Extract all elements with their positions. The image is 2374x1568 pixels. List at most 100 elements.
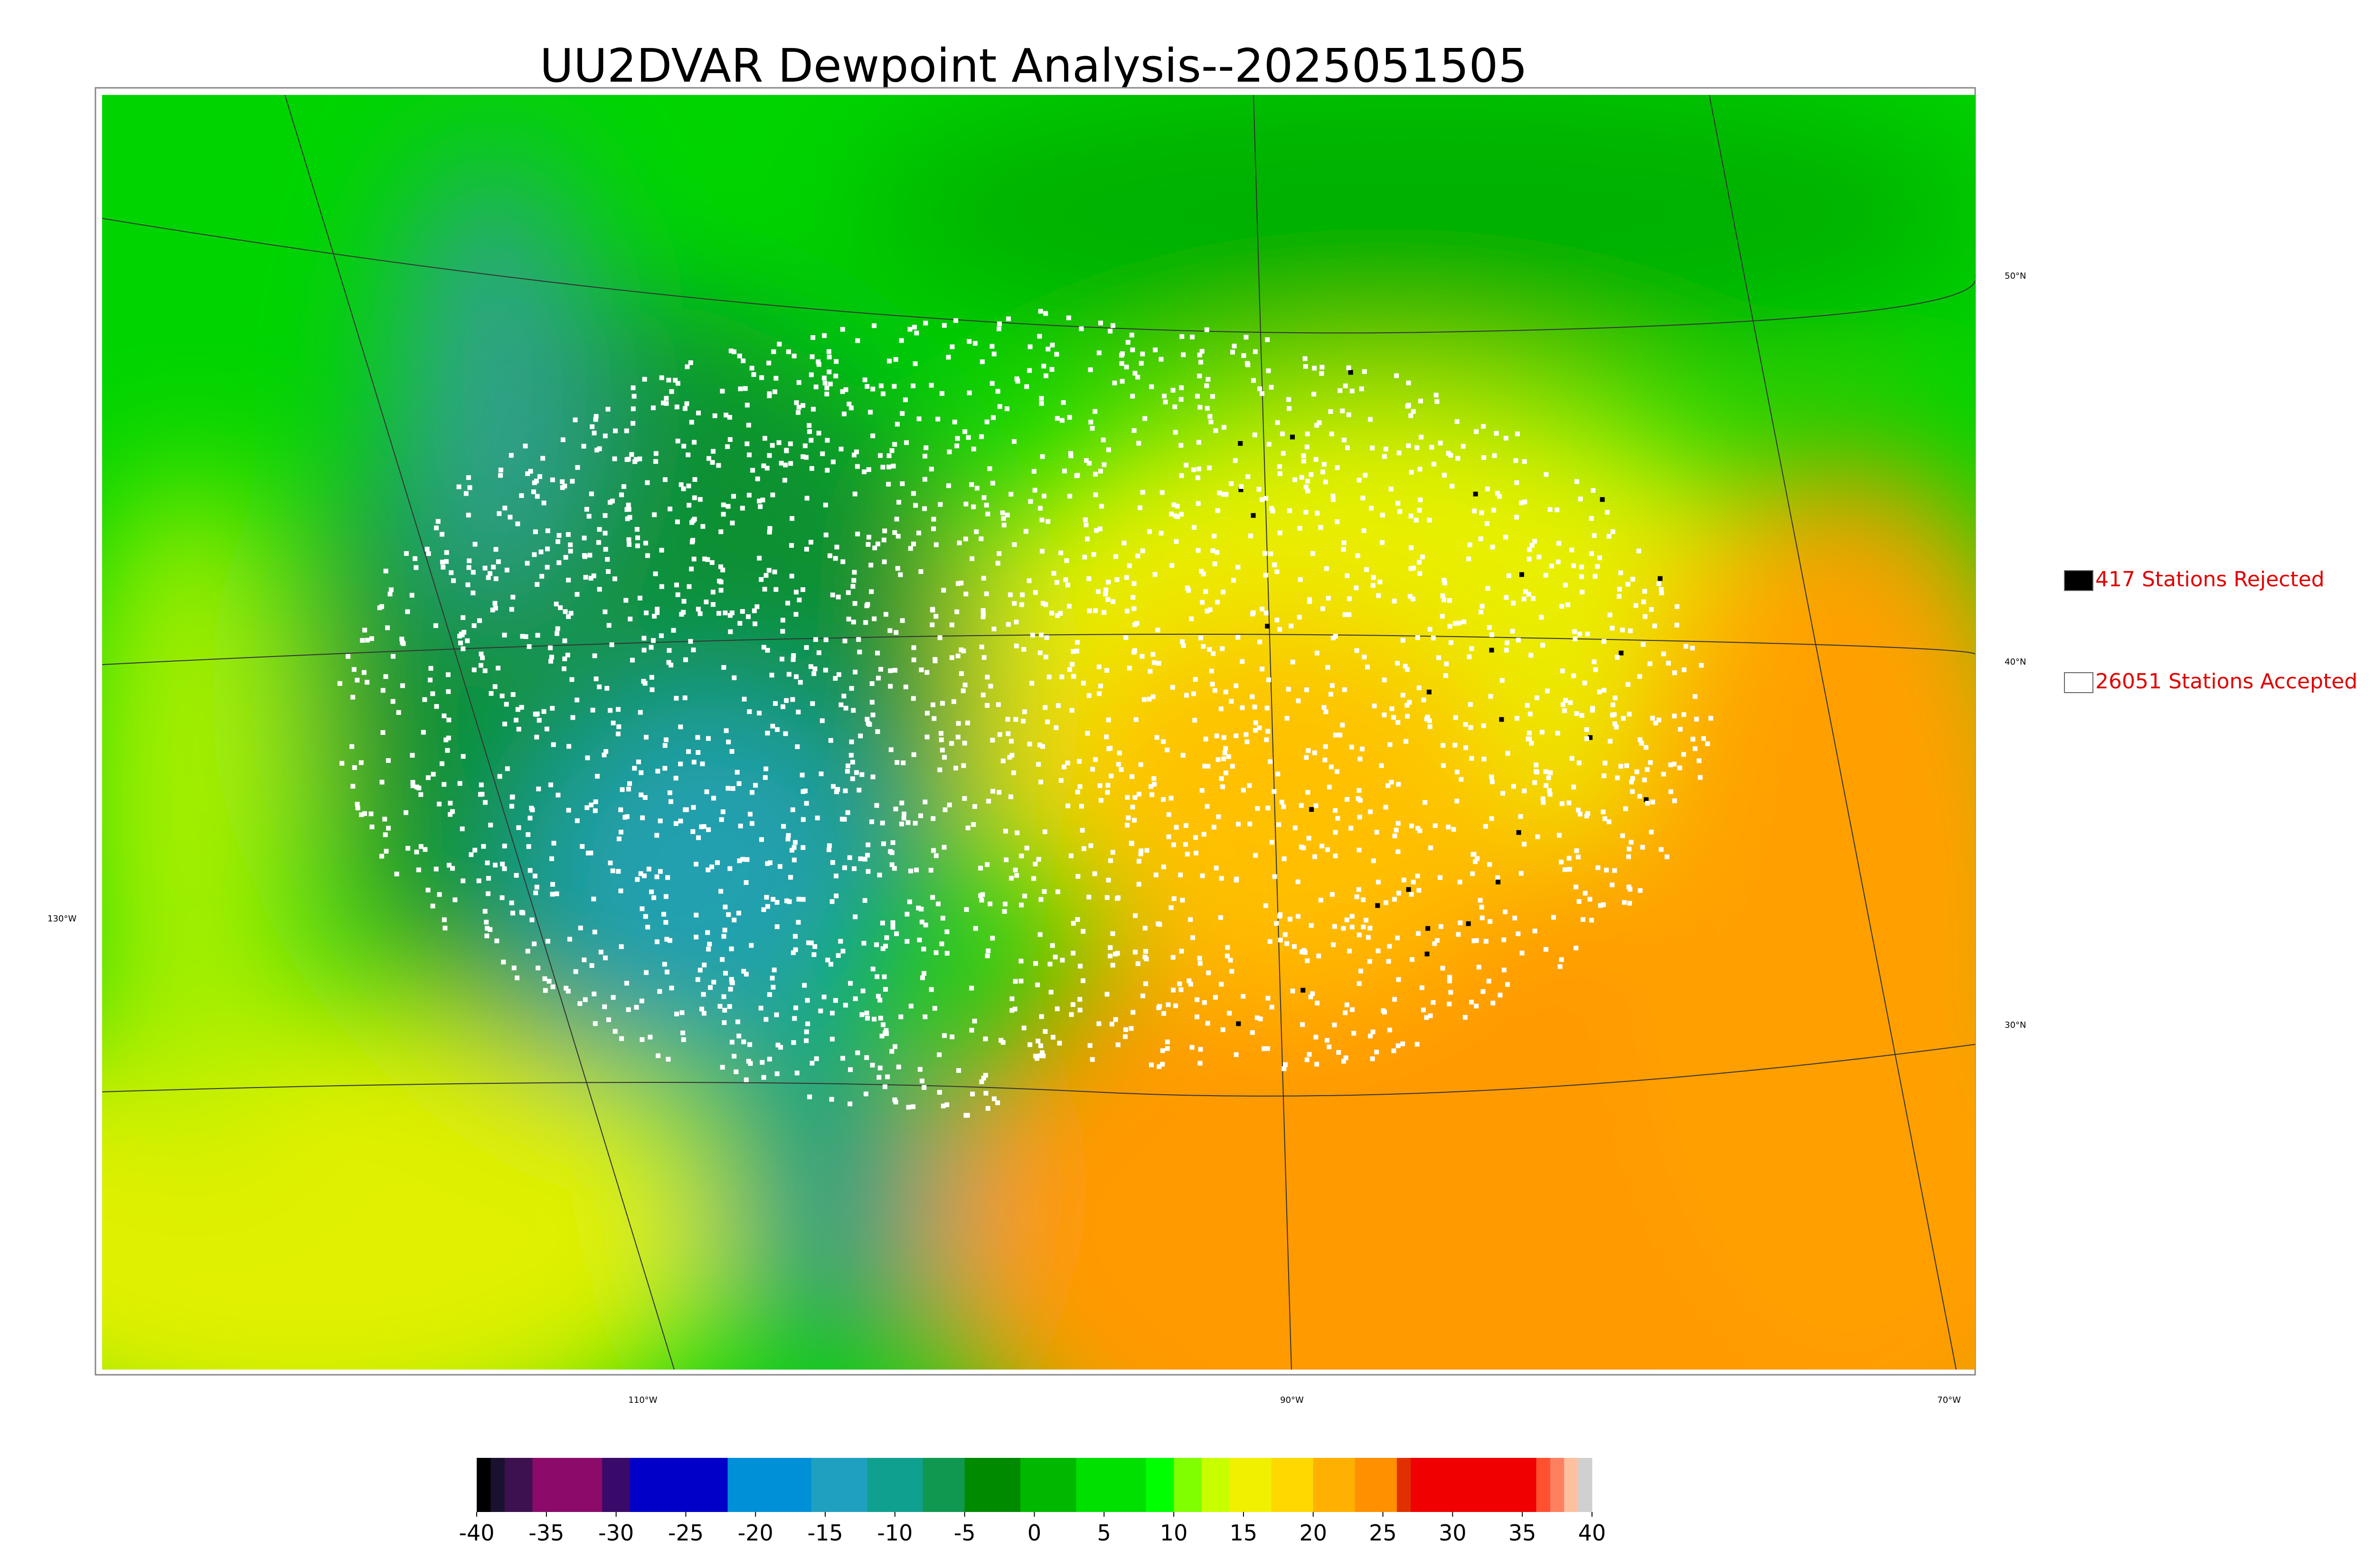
station (833, 374, 838, 379)
station (471, 667, 477, 673)
station (913, 821, 918, 826)
station (1013, 717, 1018, 722)
station (757, 555, 762, 561)
station (1191, 525, 1196, 530)
station (498, 473, 503, 478)
station (1181, 352, 1186, 357)
station (1380, 513, 1385, 518)
station (1281, 804, 1286, 809)
station (1454, 798, 1460, 804)
station (1340, 723, 1345, 728)
station (462, 629, 467, 635)
station (1692, 694, 1697, 699)
station (834, 893, 839, 899)
station (1223, 770, 1228, 776)
station (433, 623, 438, 628)
station (679, 1010, 685, 1015)
station (1197, 352, 1202, 357)
station (1470, 852, 1476, 857)
station (1103, 587, 1109, 592)
station (747, 709, 752, 714)
station (1065, 803, 1071, 808)
station (770, 492, 775, 498)
station (531, 489, 537, 494)
station (1008, 592, 1013, 597)
station (916, 530, 922, 535)
station (1262, 1046, 1267, 1052)
station (812, 666, 818, 671)
station (864, 603, 869, 609)
station (1256, 487, 1262, 492)
station (1475, 856, 1480, 861)
station (1063, 577, 1068, 582)
station (632, 766, 637, 771)
station (1001, 516, 1006, 521)
station (985, 862, 990, 867)
station (878, 453, 883, 458)
station (589, 963, 594, 968)
station (565, 652, 570, 657)
station (758, 1005, 763, 1011)
colorbar-tick-label: 35 (1508, 1520, 1536, 1546)
station (1054, 352, 1059, 357)
station (1438, 875, 1443, 880)
station (710, 602, 716, 607)
station (681, 443, 687, 449)
station (1284, 716, 1290, 721)
station (1642, 777, 1647, 782)
station (654, 833, 659, 838)
station (1370, 1056, 1375, 1061)
station (874, 803, 879, 808)
station (1312, 366, 1317, 371)
station (637, 595, 642, 601)
station (1562, 867, 1567, 872)
station (1236, 1021, 1241, 1026)
station (1356, 887, 1361, 892)
station (691, 648, 696, 653)
station (1281, 1066, 1287, 1071)
station (978, 865, 983, 871)
station (1038, 897, 1044, 902)
station (1231, 578, 1236, 583)
station (689, 566, 694, 572)
station (966, 435, 971, 440)
station (1417, 467, 1423, 472)
colorbar-segment (1020, 1458, 1077, 1512)
station (1589, 551, 1594, 556)
station (842, 865, 847, 870)
station (1127, 666, 1132, 671)
station (1505, 640, 1510, 646)
station (603, 749, 609, 754)
station (1303, 484, 1309, 489)
station (515, 521, 520, 526)
station (582, 535, 587, 541)
station (625, 516, 630, 521)
station (1479, 904, 1484, 910)
station (953, 318, 959, 323)
station (1253, 720, 1258, 725)
station (1510, 629, 1515, 634)
station (979, 898, 984, 903)
station (691, 805, 696, 810)
station (1357, 847, 1362, 853)
station (533, 529, 538, 535)
station (1383, 446, 1388, 451)
station (853, 914, 858, 920)
station (1488, 694, 1493, 699)
station (1386, 959, 1391, 964)
station (704, 789, 709, 794)
station (597, 684, 602, 689)
station (1033, 961, 1038, 966)
station (907, 327, 913, 332)
station (1489, 632, 1495, 638)
station (1367, 959, 1372, 964)
station (623, 598, 629, 603)
station (695, 735, 700, 740)
station (796, 709, 801, 714)
station (504, 567, 509, 573)
station (784, 698, 789, 703)
station (1213, 995, 1218, 1000)
station (981, 1076, 986, 1081)
station (1083, 522, 1089, 527)
station (810, 335, 816, 340)
